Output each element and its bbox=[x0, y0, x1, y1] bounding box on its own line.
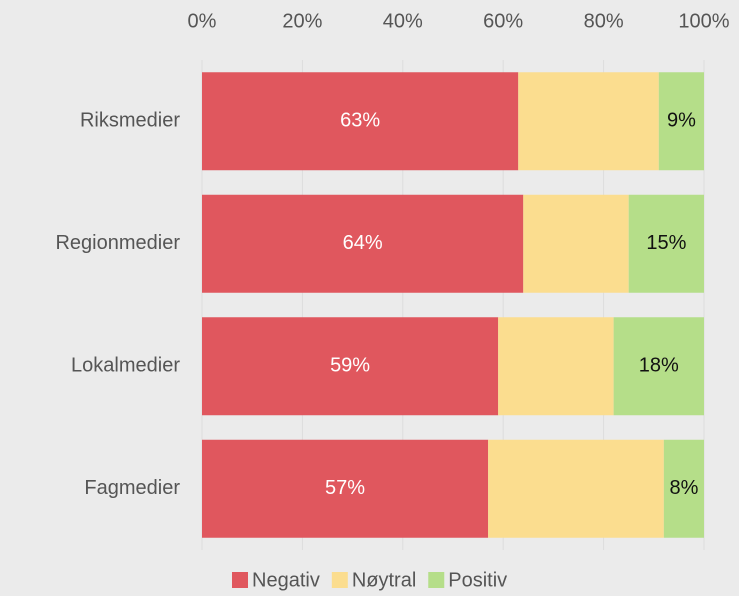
x-tick-label: 60% bbox=[483, 10, 523, 32]
bar-segment bbox=[488, 439, 664, 538]
data-label: 64% bbox=[343, 232, 383, 254]
legend-swatch bbox=[331, 572, 348, 588]
bar-segment bbox=[202, 439, 489, 538]
bar-segment bbox=[202, 194, 524, 293]
legend-label: Negativ bbox=[252, 569, 320, 591]
legend-swatch bbox=[232, 572, 248, 588]
y-tick-label: Riksmedier bbox=[80, 110, 180, 132]
data-label: 59% bbox=[330, 355, 370, 377]
legend-label: Positiv bbox=[448, 569, 507, 591]
y-tick-label: Regionmedier bbox=[55, 232, 180, 254]
bar-segment bbox=[613, 317, 704, 416]
bar-segment bbox=[202, 317, 499, 416]
data-label: 15% bbox=[646, 232, 686, 254]
data-label: 9% bbox=[667, 110, 696, 132]
x-tick-label: 0% bbox=[188, 10, 217, 32]
bar-segment bbox=[658, 72, 704, 171]
y-tick-label: Lokalmedier bbox=[71, 355, 180, 377]
data-label: 18% bbox=[639, 355, 679, 377]
bar-segment bbox=[523, 194, 629, 293]
bar-segment bbox=[498, 317, 614, 416]
bar-segment bbox=[518, 72, 659, 171]
bar-segment bbox=[202, 72, 519, 171]
x-tick-label: 100% bbox=[678, 10, 729, 32]
x-tick-label: 40% bbox=[383, 10, 423, 32]
data-label: 57% bbox=[325, 477, 365, 499]
legend-label: Nøytral bbox=[352, 569, 416, 591]
data-label: 63% bbox=[340, 110, 380, 132]
x-tick-label: 20% bbox=[282, 10, 322, 32]
data-label: 8% bbox=[669, 477, 698, 499]
y-tick-label: Fagmedier bbox=[84, 477, 180, 499]
legend-swatch bbox=[428, 572, 445, 588]
x-tick-label: 80% bbox=[584, 10, 624, 32]
bar-segment bbox=[663, 439, 704, 538]
bar-segment bbox=[628, 194, 704, 293]
